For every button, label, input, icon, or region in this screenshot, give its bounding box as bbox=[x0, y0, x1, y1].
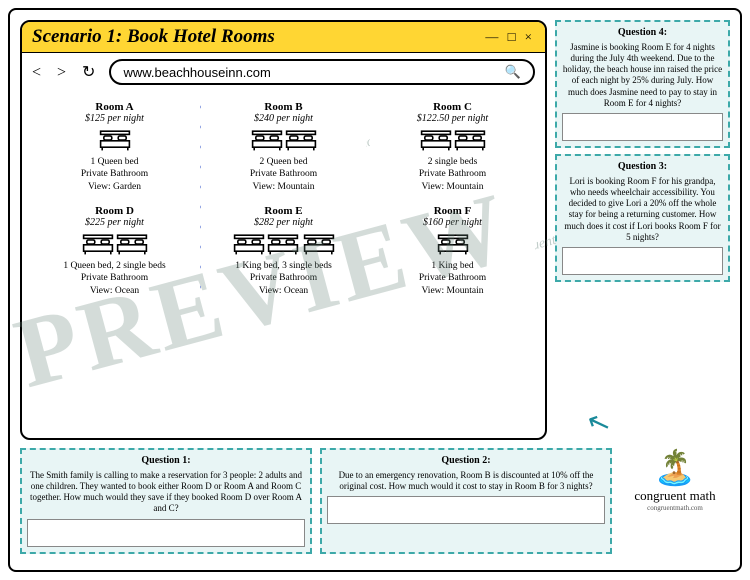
search-icon[interactable]: 🔍 bbox=[505, 64, 521, 80]
answer-box[interactable] bbox=[562, 247, 723, 275]
bed-icons bbox=[372, 128, 533, 152]
room-card: Room C$122.50 per night 2 single bedsPriv… bbox=[370, 97, 535, 197]
footer-logo: 🏝️ congruent math congruentmath.com bbox=[620, 448, 730, 554]
room-price: $125 per night bbox=[34, 113, 195, 124]
question-title: Question 2: bbox=[327, 455, 605, 468]
room-name: Room A bbox=[34, 101, 195, 113]
room-name: Room C bbox=[372, 101, 533, 113]
question-title: Question 3: bbox=[562, 161, 723, 174]
url-bar[interactable]: www.beachhouseinn.com 🔍 bbox=[109, 59, 535, 85]
nav-bar: < > ↻ www.beachhouseinn.com 🔍 bbox=[22, 53, 545, 91]
window-controls[interactable]: — □ × bbox=[485, 29, 535, 45]
question-title: Question 4: bbox=[562, 27, 723, 40]
url-text: www.beachhouseinn.com bbox=[123, 65, 270, 80]
room-card: Room B$240 per night 2 Queen bedPrivate B… bbox=[201, 97, 366, 197]
browser-header: Scenario 1: Book Hotel Rooms — □ × bbox=[22, 22, 545, 53]
room-name: Room E bbox=[203, 205, 364, 217]
palm-icon: 🏝️ bbox=[620, 448, 730, 488]
questions-sidebar: Question 4: Jasmine is booking Room E fo… bbox=[555, 20, 730, 440]
answer-box[interactable] bbox=[327, 496, 605, 524]
room-card: Room D$225 per night 1 Queen bed, 2 singl… bbox=[32, 201, 197, 301]
bed-icons bbox=[34, 232, 195, 256]
room-details: 1 Queen bedPrivate BathroomView: Garden bbox=[34, 156, 195, 193]
room-name: Room F bbox=[372, 205, 533, 217]
room-details: 1 Queen bed, 2 single bedsPrivate Bathro… bbox=[34, 260, 195, 297]
question-text: Due to an emergency renovation, Room B i… bbox=[327, 470, 605, 493]
bed-icons bbox=[34, 128, 195, 152]
bed-icons bbox=[203, 128, 364, 152]
scenario-title: Scenario 1: Book Hotel Rooms bbox=[32, 26, 275, 48]
room-price: $225 per night bbox=[34, 217, 195, 228]
question-4: Question 4: Jasmine is booking Room E fo… bbox=[555, 20, 730, 148]
answer-box[interactable] bbox=[27, 519, 305, 547]
room-price: $282 per night bbox=[203, 217, 364, 228]
room-details: 2 single bedsPrivate BathroomView: Mount… bbox=[372, 156, 533, 193]
question-text: Jasmine is booking Room E for 4 nights d… bbox=[562, 42, 723, 110]
brand-name: congruent math bbox=[620, 488, 730, 504]
room-card: Room E$282 per night 1 King bed, 3 single… bbox=[201, 201, 366, 301]
room-name: Room D bbox=[34, 205, 195, 217]
question-1: Question 1: The Smith family is calling … bbox=[20, 448, 312, 554]
nav-buttons[interactable]: < > ↻ bbox=[32, 62, 101, 82]
room-card: Room A$125 per night 1 Queen bedPrivate B… bbox=[32, 97, 197, 197]
room-details: 2 Queen bedPrivate BathroomView: Mountai… bbox=[203, 156, 364, 193]
questions-bottom: Question 1: The Smith family is calling … bbox=[20, 448, 730, 554]
brand-url: congruentmath.com bbox=[620, 504, 730, 512]
question-text: Lori is booking Room F for his grandpa, … bbox=[562, 176, 723, 244]
room-details: 1 King bed, 3 single bedsPrivate Bathroo… bbox=[203, 260, 364, 297]
room-price: $122.50 per night bbox=[372, 113, 533, 124]
room-name: Room B bbox=[203, 101, 364, 113]
answer-box[interactable] bbox=[562, 113, 723, 141]
question-title: Question 1: bbox=[27, 455, 305, 468]
question-text: The Smith family is calling to make a re… bbox=[27, 470, 305, 515]
question-2: Question 2: Due to an emergency renovati… bbox=[320, 448, 612, 554]
room-price: $160 per night bbox=[372, 217, 533, 228]
question-3: Question 3: Lori is booking Room F for h… bbox=[555, 154, 730, 282]
browser-window: Scenario 1: Book Hotel Rooms — □ × < > ↻… bbox=[20, 20, 547, 440]
room-card: Room F$160 per night 1 King bedPrivate Ba… bbox=[370, 201, 535, 301]
room-details: 1 King bedPrivate BathroomView: Mountain bbox=[372, 260, 533, 297]
room-price: $240 per night bbox=[203, 113, 364, 124]
bed-icons bbox=[203, 232, 364, 256]
bed-icons bbox=[372, 232, 533, 256]
rooms-grid: Room A$125 per night 1 Queen bedPrivate B… bbox=[22, 91, 545, 307]
